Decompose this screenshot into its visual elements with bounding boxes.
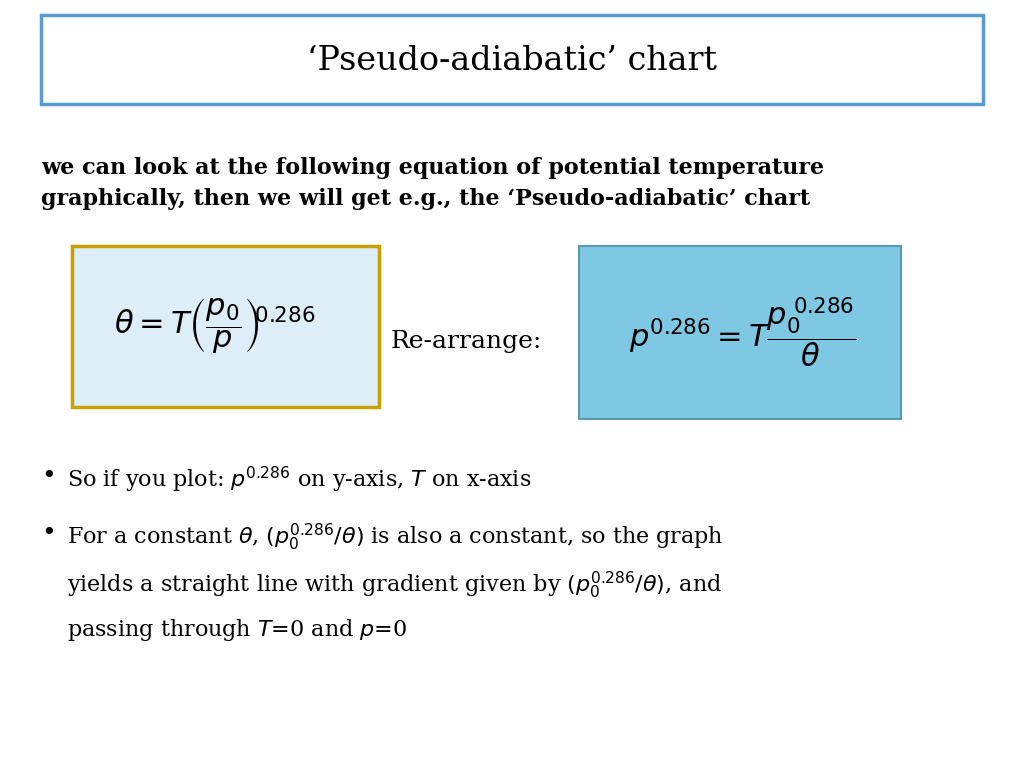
Text: •: • <box>41 465 55 488</box>
Text: ‘Pseudo-adiabatic’ chart: ‘Pseudo-adiabatic’ chart <box>307 45 717 77</box>
Text: •: • <box>41 522 55 545</box>
Text: graphically, then we will get e.g., the ‘Pseudo-adiabatic’ chart: graphically, then we will get e.g., the … <box>41 188 810 210</box>
Text: passing through $T$=0 and $p$=0: passing through $T$=0 and $p$=0 <box>67 617 407 644</box>
Text: Re-arrange:: Re-arrange: <box>390 330 542 353</box>
Text: For a constant $\theta$, $(p_0^{0.286}/\theta)$ is also a constant, so the graph: For a constant $\theta$, $(p_0^{0.286}/\… <box>67 522 723 554</box>
FancyBboxPatch shape <box>579 246 901 419</box>
Text: $\theta = T\left(\dfrac{p_0}{p}\right)^{\!\!0.286}$: $\theta = T\left(\dfrac{p_0}{p}\right)^{… <box>115 296 315 356</box>
Text: So if you plot: $p^{0.286}$ on y-axis, $T$ on x-axis: So if you plot: $p^{0.286}$ on y-axis, $… <box>67 465 530 495</box>
Text: we can look at the following equation of potential temperature: we can look at the following equation of… <box>41 157 824 180</box>
FancyBboxPatch shape <box>41 15 983 104</box>
Text: $p^{0.286} = T\dfrac{p_0^{\;0.286}}{\theta}$: $p^{0.286} = T\dfrac{p_0^{\;0.286}}{\the… <box>629 295 856 370</box>
FancyBboxPatch shape <box>72 246 379 407</box>
Text: yields a straight line with gradient given by $(p_0^{0.286}/\theta)$, and: yields a straight line with gradient giv… <box>67 570 722 601</box>
